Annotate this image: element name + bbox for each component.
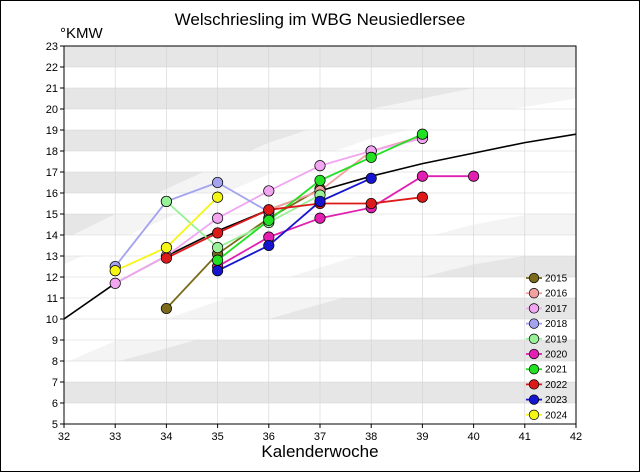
data-point-2022 [365, 197, 377, 210]
x-tick-label: 35 [211, 431, 223, 443]
x-tick-label: 42 [570, 431, 582, 443]
y-tick-label: 20 [46, 104, 58, 116]
data-point-2019 [160, 195, 172, 207]
data-point-2020 [468, 170, 480, 182]
y-tick-label: 7 [52, 377, 58, 389]
x-tick-label: 40 [467, 431, 479, 443]
legend-label-2019: 2019 [545, 334, 568, 345]
legend-marker-2021 [528, 364, 540, 375]
legend-label-2024: 2024 [545, 410, 568, 421]
data-point-2024 [109, 265, 121, 277]
legend-label-2018: 2018 [545, 319, 568, 330]
data-point-2020 [314, 212, 326, 224]
plot-group [64, 46, 576, 424]
x-tick-label: 33 [109, 431, 121, 443]
legend-label-2017: 2017 [545, 304, 568, 315]
data-point-2021 [416, 128, 428, 140]
x-tick-label: 37 [314, 431, 326, 443]
y-tick-label: 6 [52, 398, 58, 410]
x-tick-label: 38 [365, 431, 377, 443]
data-point-2024 [160, 242, 172, 254]
series-line-2018 [114, 181, 270, 268]
data-point-2021 [263, 214, 275, 226]
data-point-2022 [263, 204, 275, 216]
data-point-2022 [212, 227, 224, 239]
y-tick-label: 18 [46, 146, 58, 158]
data-point-2022 [160, 252, 172, 264]
series-line-2022 [166, 196, 423, 259]
x-tick-label: 32 [58, 431, 70, 443]
legend-label-2023: 2023 [545, 395, 568, 406]
legend-marker-2018 [528, 318, 540, 329]
data-point-2021 [365, 151, 377, 163]
data-point-2021 [212, 254, 224, 266]
y-tick-label: 16 [46, 188, 58, 200]
data-point-2023 [212, 265, 224, 277]
series-line-2020 [217, 175, 474, 268]
y-tick-label: 22 [46, 62, 58, 74]
legend-marker-2016 [528, 288, 540, 299]
data-point-2021 [314, 174, 326, 186]
legend-marker-2024 [528, 409, 540, 420]
data-point-2017 [314, 160, 326, 172]
data-point-2023 [263, 239, 275, 252]
legend-label-2016: 2016 [545, 289, 568, 300]
legend-marker-2020 [528, 348, 540, 360]
legend-marker-2015 [528, 272, 540, 284]
y-tick-label: 5 [52, 419, 58, 431]
x-tick-label: 39 [416, 431, 428, 443]
data-point-2024 [212, 191, 224, 203]
data-point-2020 [416, 170, 428, 182]
chart-title: Welschriesling im WBG Neusiedlersee [174, 10, 466, 29]
y-tick-label: 9 [52, 335, 58, 347]
y-tick-label: 23 [46, 41, 58, 53]
series-line-2023 [217, 177, 372, 272]
y-tick-label: 12 [46, 272, 58, 284]
y-tick-label: 19 [46, 125, 58, 137]
y-tick-label: 15 [46, 209, 58, 221]
y-tick-label: 21 [46, 83, 58, 95]
x-axis-label: Kalenderwoche [261, 442, 379, 461]
legend-label-2015: 2015 [545, 274, 568, 285]
series-line-2019 [165, 194, 321, 249]
data-point-2017 [109, 277, 121, 289]
data-point-2023 [365, 172, 377, 184]
data-point-2023 [314, 195, 326, 207]
y-tick-label: 14 [46, 230, 58, 242]
data-point-2019 [212, 242, 224, 254]
x-tick-label: 41 [519, 431, 531, 443]
x-tick-label: 36 [263, 431, 275, 443]
y-tick-label: 10 [46, 314, 58, 326]
legend-marker-2023 [528, 394, 540, 405]
data-point-2017 [212, 212, 224, 224]
y-tick-label: 11 [47, 293, 58, 305]
legend-label-2021: 2021 [545, 365, 568, 376]
series-line-2015 [165, 188, 321, 310]
y-tick-label: 17 [46, 167, 58, 179]
legend-marker-2022 [528, 379, 540, 390]
data-point-2018 [212, 176, 224, 189]
legend-marker-2017 [528, 303, 540, 314]
x-tick-label: 34 [160, 431, 172, 443]
legend-label-2022: 2022 [545, 380, 568, 391]
legend-marker-2019 [528, 333, 540, 344]
data-point-2022 [416, 191, 428, 203]
legend-label-2020: 2020 [545, 350, 568, 361]
y-tick-label: 13 [46, 251, 58, 263]
y-tick-label: 8 [52, 356, 58, 368]
y-axis-label: °KMW [60, 25, 103, 42]
data-point-2017 [263, 185, 275, 197]
data-point-2015 [160, 302, 172, 315]
